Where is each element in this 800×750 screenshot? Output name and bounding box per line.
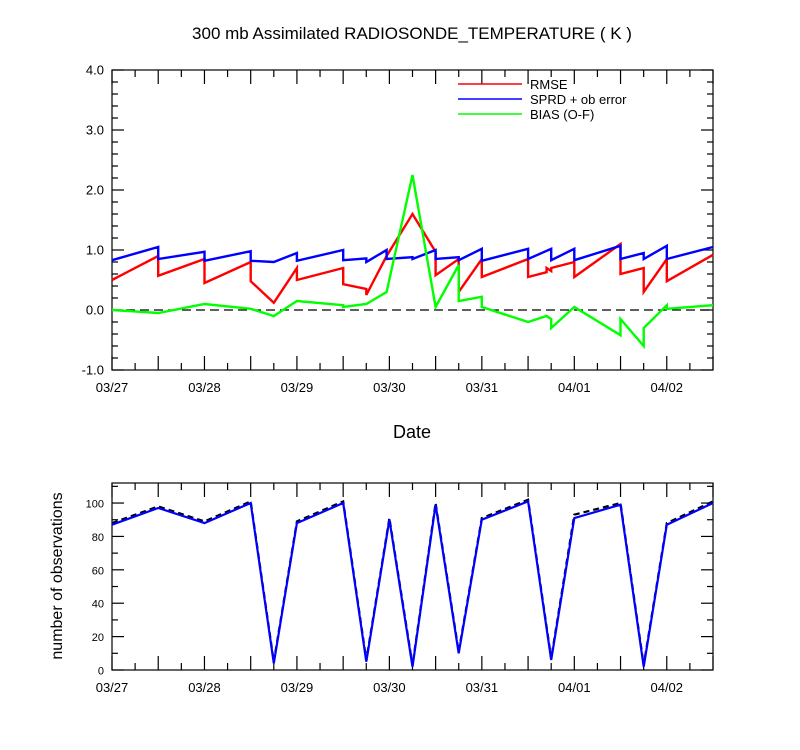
y-tick-label: 0.0 — [86, 303, 104, 318]
y-tick-label: 0 — [98, 666, 104, 678]
y-tick-label: 80 — [92, 532, 104, 544]
x-tick-label: 03/31 — [466, 680, 499, 695]
y-tick-label: 4.0 — [86, 63, 104, 78]
x-tick-label: 04/02 — [650, 680, 683, 695]
bottom-plot: 03/27 03/28 03/29 03/30 03/31 04/01 04/02 0 20 40… — [86, 482, 714, 695]
y-tick-label: 1.0 — [86, 243, 104, 258]
x-tick-label: 03/31 — [466, 380, 499, 395]
y-tick-label: -1.0 — [82, 363, 104, 378]
legend-label: BIAS (O-F) — [530, 107, 594, 122]
series-line-bias-o-f — [111, 174, 714, 350]
chart-title: 300 mb Assimilated RADIOSONDE_TEMPERATUR… — [192, 24, 632, 43]
y-axis-label-observations: number of observations — [49, 492, 66, 659]
plot-frame — [111, 69, 714, 371]
legend-label: SPRD + ob error — [530, 92, 627, 107]
plot-frame — [111, 482, 714, 671]
x-tick-label: 03/28 — [188, 380, 221, 395]
x-tick-label: 03/27 — [96, 380, 129, 395]
y-tick-label: 20 — [92, 632, 104, 644]
x-tick-label: 03/29 — [281, 380, 314, 395]
y-tick-label: 40 — [92, 599, 104, 611]
x-tick-label: 04/01 — [558, 380, 591, 395]
x-tick-label: 04/01 — [558, 680, 591, 695]
x-tick-label: 03/27 — [96, 680, 129, 695]
top-plot: 03/27 03/28 03/29 03/30 03/31 04/01 04/02 -1.0 0… — [82, 63, 714, 395]
series-line-sprd-ob-error — [111, 243, 714, 265]
x-tick-label: 03/30 — [373, 380, 406, 395]
x-tick-label: 04/02 — [650, 380, 683, 395]
y-tick-label: 60 — [92, 565, 104, 577]
x-tick-label: 03/29 — [281, 680, 314, 695]
x-tick-label: 03/28 — [188, 680, 221, 695]
y-tick-label: 2.0 — [86, 183, 104, 198]
x-axis-label: Date — [393, 422, 431, 442]
y-tick-label: 100 — [86, 499, 104, 511]
x-tick-label: 03/30 — [373, 680, 406, 695]
series-line-assimilated-observations — [111, 499, 714, 667]
legend-label: RMSE — [530, 77, 568, 92]
y-tick-label: 3.0 — [86, 123, 104, 138]
